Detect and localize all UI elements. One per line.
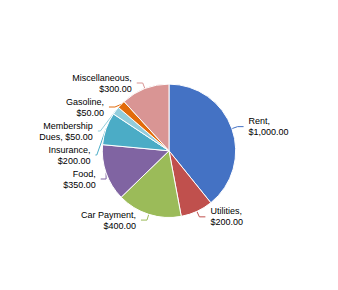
svg-text:Rent,: Rent, [249,116,271,126]
svg-text:Gasoline,: Gasoline, [66,97,104,107]
svg-text:Utilities,: Utilities, [210,206,242,216]
svg-text:$200.00: $200.00 [210,217,243,227]
svg-text:Membership: Membership [43,121,93,131]
svg-text:$50.00: $50.00 [76,108,104,118]
svg-text:$1,000.00: $1,000.00 [249,127,289,137]
svg-text:Food,: Food, [73,169,96,179]
svg-text:$200.00: $200.00 [58,156,91,166]
svg-text:Dues, $50.00: Dues, $50.00 [39,132,93,142]
svg-text:$300.00: $300.00 [99,84,132,94]
svg-text:$400.00: $400.00 [103,221,136,231]
svg-text:Car Payment,: Car Payment, [81,210,136,220]
svg-text:$350.00: $350.00 [63,180,96,190]
svg-text:Insurance,: Insurance, [48,145,90,155]
svg-text:Miscellaneous,: Miscellaneous, [72,73,132,83]
